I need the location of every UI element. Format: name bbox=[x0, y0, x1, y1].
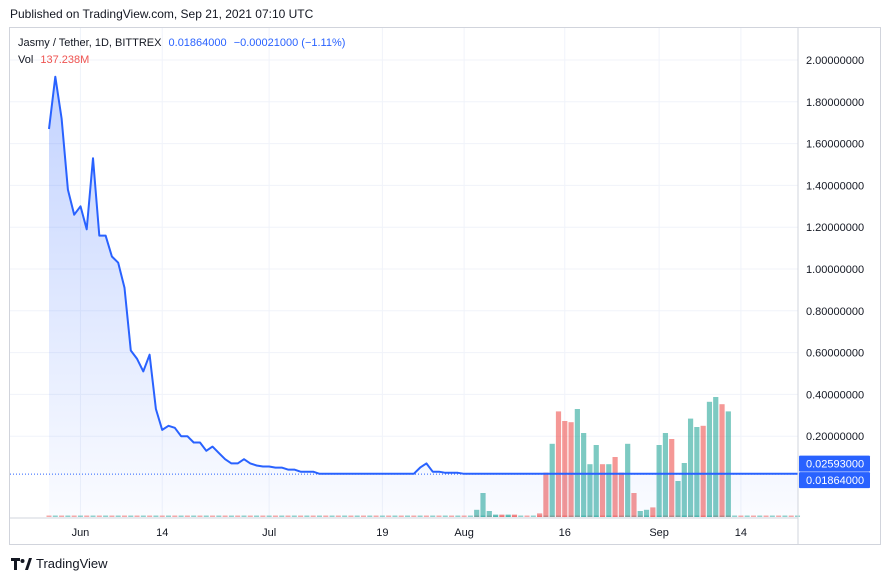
last-close-value: 0.01864000 bbox=[168, 37, 227, 49]
price-tag-label: 0.02593000 bbox=[806, 459, 864, 471]
volume-label[interactable]: Vol bbox=[18, 54, 34, 66]
y-tick-label: 1.80000000 bbox=[806, 97, 864, 109]
x-tick-label: Aug bbox=[454, 527, 474, 539]
volume-bar bbox=[719, 404, 725, 517]
change-value: −0.00021000 (−1.11%) bbox=[233, 37, 346, 49]
volume-value: 137.238M bbox=[40, 54, 90, 66]
x-tick-label: Jul bbox=[262, 527, 276, 539]
published-text: Published on TradingView.com, Sep 21, 20… bbox=[10, 7, 314, 21]
x-tick-label: Sep bbox=[649, 527, 669, 539]
price-tag-box bbox=[799, 472, 870, 489]
volume-bar bbox=[687, 418, 694, 517]
price-line bbox=[48, 75, 798, 475]
y-tick-label: 2.00000000 bbox=[806, 55, 864, 67]
y-tick-label: 0.40000000 bbox=[806, 389, 864, 401]
volume-bar bbox=[574, 409, 580, 517]
tradingview-logo-icon bbox=[11, 557, 32, 570]
y-tick-label: 1.00000000 bbox=[806, 264, 864, 276]
price-area bbox=[10, 75, 798, 518]
chart-legend: Jasmy / Tether, 1D, BITTREX 0.01864000 −… bbox=[18, 35, 345, 69]
volume-bar bbox=[700, 425, 706, 517]
price-tag-label: 0.01864000 bbox=[806, 475, 864, 487]
x-tick-label: Jun bbox=[72, 527, 90, 539]
volume-bar bbox=[706, 401, 713, 517]
x-tick-label: 16 bbox=[559, 527, 571, 539]
volume-bar bbox=[568, 422, 574, 517]
y-tick-label: 0.20000000 bbox=[806, 431, 864, 443]
chart-frame[interactable] bbox=[9, 27, 881, 545]
price-tag-box bbox=[799, 455, 870, 472]
y-tick-label: 0.60000000 bbox=[806, 348, 864, 360]
x-axis[interactable]: Jun 14 Jul 19 Aug 16 Sep 14 bbox=[10, 517, 798, 539]
footer-brand[interactable]: TradingView bbox=[10, 556, 108, 571]
y-tick-label: 1.40000000 bbox=[806, 180, 864, 192]
volume-bar bbox=[713, 397, 719, 517]
volume-bar bbox=[694, 427, 700, 517]
volume-bar bbox=[725, 411, 731, 517]
x-tick-label: 14 bbox=[156, 527, 168, 539]
price-labels: 0.02593000 0.01864000 bbox=[799, 455, 870, 489]
y-tick-label: 1.20000000 bbox=[806, 222, 864, 234]
symbol-title[interactable]: Jasmy / Tether, 1D, BITTREX bbox=[18, 37, 162, 49]
x-tick-label: 19 bbox=[376, 527, 388, 539]
price-area-fill bbox=[49, 76, 798, 518]
legend-volume-row: Vol 137.238M bbox=[18, 52, 345, 69]
volume-bar bbox=[562, 421, 568, 517]
legend-symbol-row: Jasmy / Tether, 1D, BITTREX 0.01864000 −… bbox=[18, 35, 345, 52]
y-tick-label: 0.80000000 bbox=[806, 306, 864, 318]
y-tick-label: 1.60000000 bbox=[806, 139, 864, 151]
volume-bar bbox=[555, 411, 562, 517]
footer-brand-label: TradingView bbox=[36, 556, 108, 571]
y-axis[interactable]: 0.20000000 0.40000000 0.60000000 0.80000000… bbox=[797, 28, 864, 545]
x-tick-label: 14 bbox=[735, 527, 747, 539]
